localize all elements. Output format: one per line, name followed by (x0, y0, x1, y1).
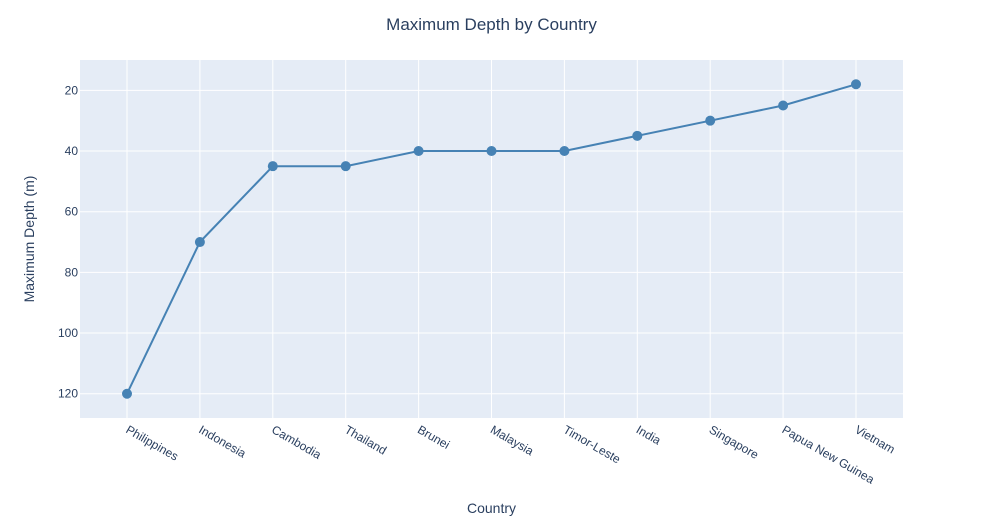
x-tick-label: Brunei (415, 422, 452, 451)
data-point-vietnam[interactable] (851, 79, 861, 90)
data-point-brunei[interactable] (413, 146, 424, 157)
x-tick-label: Cambodia (269, 422, 324, 462)
y-tick-label: 120 (58, 387, 78, 401)
x-axis-ticks: Philippines Indonesia Cambodia Thailand Brun… (124, 422, 898, 486)
data-point-malaysia[interactable] (486, 146, 497, 157)
data-point-timor-leste[interactable] (559, 146, 570, 157)
data-point-papua-new-guinea[interactable] (778, 100, 789, 111)
data-point-singapore[interactable] (705, 115, 716, 126)
y-tick-label: 100 (58, 326, 78, 340)
x-tick-label: Thailand (342, 422, 389, 457)
y-tick-label: 60 (65, 205, 79, 219)
x-tick-label: Malaysia (488, 422, 536, 458)
x-tick-label: Indonesia (196, 422, 248, 460)
y-tick-label: 40 (65, 144, 79, 158)
y-tick-label: 80 (65, 265, 79, 279)
x-tick-label: Vietnam (853, 422, 898, 456)
y-axis-title: Maximum Depth (m) (21, 176, 37, 303)
x-tick-label: Timor-Leste (561, 422, 623, 466)
x-tick-label: India (634, 422, 664, 447)
x-tick-label: Philippines (124, 422, 181, 463)
x-tick-label: Singapore (707, 422, 762, 462)
data-point-indonesia[interactable] (194, 237, 205, 248)
data-point-india[interactable] (632, 130, 643, 141)
data-point-thailand[interactable] (340, 161, 351, 172)
data-point-cambodia[interactable] (267, 161, 278, 172)
x-axis-title: Country (467, 500, 516, 516)
y-tick-label: 20 (65, 83, 79, 97)
data-point-philippines[interactable] (122, 388, 132, 399)
data-points (122, 79, 861, 399)
y-axis-ticks: 20 40 60 80 100 120 (58, 83, 78, 400)
chart-title: Maximum Depth by Country (386, 15, 597, 34)
